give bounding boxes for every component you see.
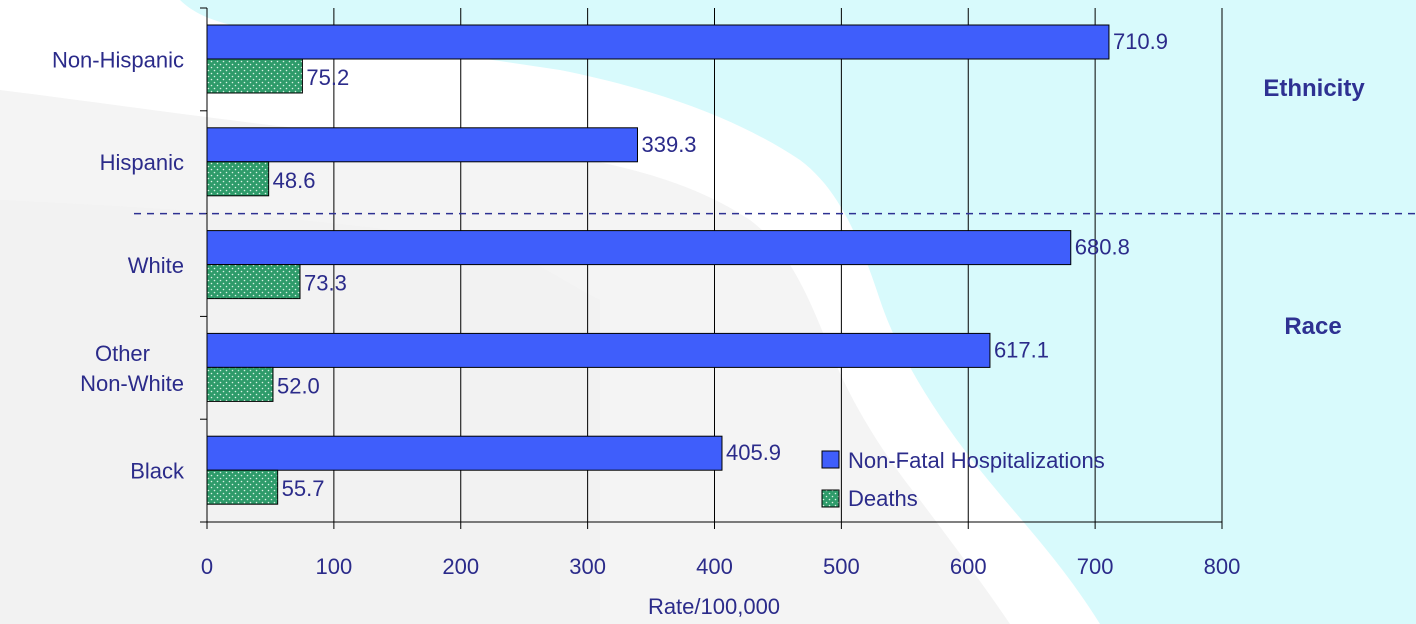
x-tick-label: 100	[316, 554, 353, 579]
data-label-deaths: 48.6	[273, 168, 316, 193]
legend-label-hospitalizations: Non-Fatal Hospitalizations	[848, 448, 1105, 473]
bar-deaths	[206, 161, 270, 197]
category-label-line: Black	[130, 459, 185, 484]
x-tick-label: 600	[950, 554, 987, 579]
legend-label-deaths: Deaths	[848, 486, 918, 511]
x-tick-label: 300	[569, 554, 606, 579]
category-label-line: White	[128, 253, 184, 278]
x-axis-title: Rate/100,000	[648, 594, 780, 619]
legend: Non-Fatal Hospitalizations Deaths	[821, 448, 1105, 511]
legend-swatch-deaths	[821, 489, 840, 508]
category-label-line: Other	[95, 341, 150, 366]
group-label-ethnicity: Ethnicity	[1263, 75, 1365, 102]
category-label: Black	[130, 459, 185, 484]
category-label: Other Non-White	[80, 341, 184, 396]
bar-hospitalizations	[206, 230, 1072, 266]
legend-swatch-hospitalizations	[821, 450, 840, 469]
x-tick-label: 800	[1204, 554, 1241, 579]
x-tick-label: 500	[823, 554, 860, 579]
category-label: Hispanic	[100, 150, 184, 175]
bar-deaths	[206, 366, 274, 402]
axes: 0 100 200 300 400 500 600 700 800 Rate/100,000 Non…	[52, 7, 1416, 619]
bar-hospitalizations	[206, 127, 638, 163]
data-label-hospitalizations: 339.3	[641, 132, 696, 157]
bar-hospitalizations	[206, 332, 991, 368]
category-label: White	[128, 253, 184, 278]
data-label-hospitalizations: 405.9	[726, 440, 781, 465]
category-label-line: Non-Hispanic	[52, 47, 184, 72]
bar-hospitalizations	[206, 435, 723, 471]
x-tick-label: 400	[696, 554, 733, 579]
data-label-hospitalizations: 617.1	[994, 337, 1049, 362]
data-label-deaths: 55.7	[282, 476, 325, 501]
x-tick-label: 700	[1077, 554, 1114, 579]
bar-deaths	[206, 58, 303, 94]
bars	[206, 24, 1110, 505]
bar-hospitalizations	[206, 24, 1110, 60]
data-label-deaths: 52.0	[277, 373, 320, 398]
data-label-deaths: 75.2	[306, 65, 349, 90]
category-label-line: Non-White	[80, 371, 184, 396]
category-label-line: Hispanic	[100, 150, 184, 175]
group-label-race: Race	[1284, 313, 1341, 340]
bar-deaths	[206, 469, 279, 505]
data-label-hospitalizations: 710.9	[1113, 29, 1168, 54]
x-tick-label: 0	[201, 554, 213, 579]
data-label-hospitalizations: 680.8	[1075, 235, 1130, 260]
category-label: Non-Hispanic	[52, 47, 184, 72]
x-tick-label: 200	[442, 554, 479, 579]
bar-deaths	[206, 264, 301, 300]
labels: 710.9 75.2 339.3 48.6 680.8 73.3 617.1 52.0 405.…	[273, 29, 1366, 501]
data-label-deaths: 73.3	[304, 271, 347, 296]
